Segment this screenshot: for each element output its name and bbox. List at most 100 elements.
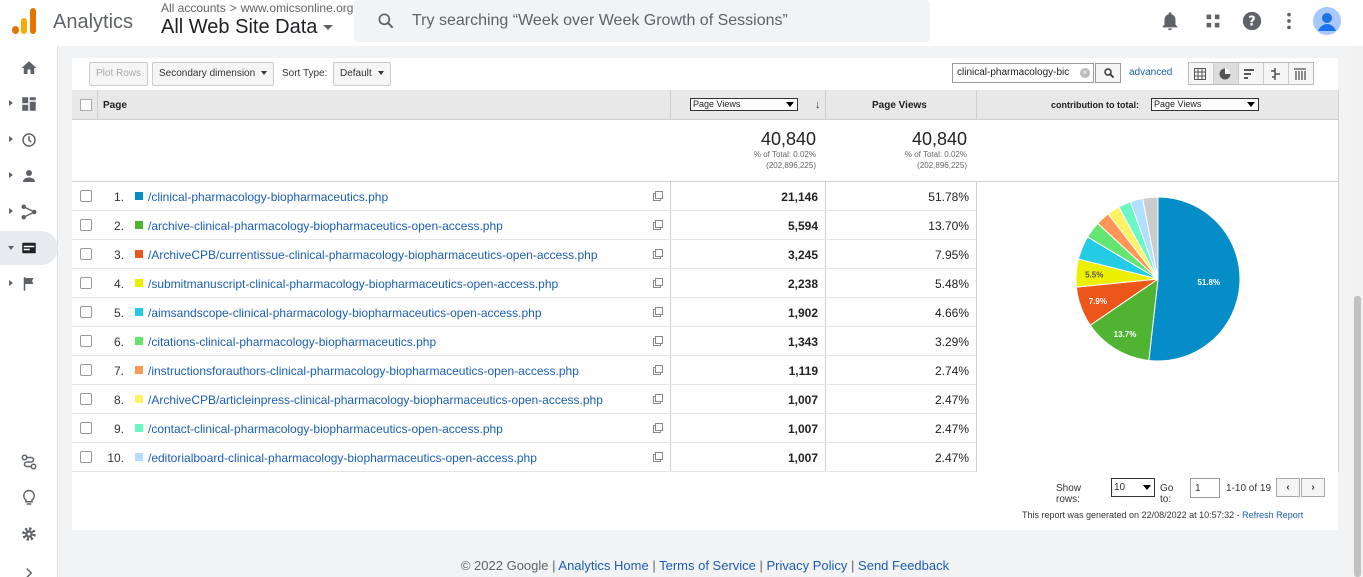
prev-page-button[interactable]: ‹	[1276, 478, 1300, 497]
nav-conversions[interactable]	[0, 267, 58, 301]
sort-type-dropdown[interactable]: Default	[333, 62, 391, 86]
row-checkbox[interactable]	[80, 364, 92, 376]
metric-select[interactable]: Page Views	[690, 98, 798, 111]
privacy-link[interactable]: Privacy Policy	[766, 558, 848, 573]
row-checkbox[interactable]	[80, 306, 92, 318]
page-path-link[interactable]: /citations-clinical-pharmacology-biophar…	[148, 335, 437, 349]
row-checkbox[interactable]	[80, 248, 92, 260]
page-path-link[interactable]: /ArchiveCPB/currentissue-clinical-pharma…	[148, 248, 598, 262]
table-header: Page Page Views ↓ Page Views contributio…	[72, 90, 1339, 472]
total-value: 40,840	[760, 129, 816, 149]
page-path-link[interactable]: /editorialboard-clinical-pharmacology-bi…	[148, 451, 537, 465]
open-page-icon[interactable]	[653, 452, 663, 462]
page-path-link[interactable]: /ArchiveCPB/articleinpress-clinical-phar…	[148, 393, 603, 407]
page-path-link[interactable]: /aimsandscope-clinical-pharmacology-biop…	[148, 306, 542, 320]
analytics-home-link[interactable]: Analytics Home	[558, 558, 649, 573]
page-path-link[interactable]: /clinical-pharmacology-biopharmaceutics.…	[148, 190, 389, 204]
row-checkbox[interactable]	[80, 277, 92, 289]
open-page-icon[interactable]	[653, 220, 663, 230]
dashboard-icon	[22, 97, 36, 111]
page-path-link[interactable]: /archive-clinical-pharmacology-biopharma…	[148, 219, 503, 233]
clear-icon[interactable]: ×	[1080, 68, 1090, 78]
row-checkbox[interactable]	[80, 451, 92, 463]
pie-data-label: 13.7%	[1114, 330, 1137, 339]
avatar[interactable]	[1313, 7, 1341, 35]
row-checkbox[interactable]	[80, 335, 92, 347]
analytics-logo-icon[interactable]	[12, 8, 36, 34]
nav-behavior[interactable]	[0, 231, 58, 265]
open-page-icon[interactable]	[653, 365, 663, 375]
nav-acquisition[interactable]	[0, 195, 58, 229]
collapse-arrow-icon	[8, 246, 14, 250]
row-checkbox[interactable]	[80, 393, 92, 405]
search-bar[interactable]: Try searching “Week over Week Growth of …	[354, 0, 930, 42]
chevron-down-icon	[1247, 102, 1255, 107]
row-number: 2.	[113, 219, 124, 233]
contribution-select[interactable]: Page Views	[1151, 98, 1259, 111]
sort-desc-icon[interactable]: ↓	[815, 99, 821, 111]
page-path-link[interactable]: /contact-clinical-pharmacology-biopharma…	[148, 422, 503, 436]
open-page-icon[interactable]	[653, 249, 663, 259]
open-page-icon[interactable]	[653, 394, 663, 404]
pie-slice[interactable]	[1148, 196, 1241, 362]
next-page-button[interactable]: ›	[1301, 478, 1325, 497]
help-icon[interactable]: ?	[1241, 10, 1263, 32]
nav-attribution[interactable]	[0, 445, 58, 479]
show-rows-select[interactable]: 10	[1111, 478, 1155, 497]
nav-customization[interactable]	[0, 87, 58, 121]
nav-realtime[interactable]	[0, 123, 58, 157]
page-path-link[interactable]: /instructionsforauthors-clinical-pharmac…	[148, 364, 579, 378]
table-filter-input[interactable]: clinical-pharmacology-bic ×	[952, 63, 1094, 83]
contribution-pct: 7.95%	[934, 248, 969, 262]
terms-link[interactable]: Terms of Service	[659, 558, 756, 573]
pageviews-value: 1,343	[787, 335, 818, 349]
page-scrollbar[interactable]	[1352, 46, 1363, 577]
pie-slice[interactable]	[1089, 277, 1159, 362]
notifications-bell-icon[interactable]	[1159, 10, 1181, 32]
performance-view-icon[interactable]	[1239, 63, 1264, 84]
nav-discover[interactable]	[0, 481, 58, 515]
nav-expand[interactable]	[0, 556, 58, 577]
filter-search-button[interactable]	[1095, 63, 1121, 83]
select-all-checkbox[interactable]	[80, 99, 92, 111]
nav-home[interactable]	[0, 51, 58, 85]
pie-slice[interactable]	[1142, 196, 1159, 280]
send-feedback-link[interactable]: Send Feedback	[858, 558, 950, 573]
row-checkbox[interactable]	[80, 219, 92, 231]
scrollbar-thumb[interactable]	[1354, 296, 1361, 577]
refresh-report-link[interactable]: Refresh Report	[1242, 510, 1304, 520]
pivot-view-icon[interactable]	[1289, 63, 1313, 84]
flag-icon	[23, 277, 34, 291]
open-page-icon[interactable]	[653, 423, 663, 433]
page-path-link[interactable]: /submitmanuscript-clinical-pharmacology-…	[148, 277, 559, 291]
secondary-dimension-dropdown[interactable]: Secondary dimension	[152, 62, 275, 86]
col-page-header[interactable]: Page	[103, 100, 127, 111]
nav-audience[interactable]	[0, 159, 58, 193]
open-page-icon[interactable]	[653, 307, 663, 317]
report-card: Plot Rows Secondary dimension Sort Type:…	[72, 58, 1339, 530]
total-pct: % of Total: 0.02%	[904, 150, 967, 159]
contribution-select-value: Page Views	[1154, 99, 1202, 109]
plot-rows-button[interactable]: Plot Rows	[89, 62, 149, 86]
apps-grid-icon[interactable]	[1202, 10, 1224, 32]
row-number: 5.	[113, 306, 124, 320]
row-checkbox[interactable]	[80, 422, 92, 434]
more-vert-icon[interactable]	[1278, 10, 1300, 32]
account-breadcrumb[interactable]: All accounts > www.omicsonline.org	[161, 1, 354, 15]
pageviews-value: 1,007	[787, 451, 818, 465]
pie-view-icon[interactable]	[1214, 63, 1239, 84]
view-selector[interactable]: All Web Site Data	[161, 16, 334, 39]
open-page-icon[interactable]	[653, 278, 663, 288]
table-view-icon[interactable]	[1189, 63, 1214, 84]
row-checkbox[interactable]	[80, 190, 92, 202]
col-pageviews-header[interactable]: Page Views	[872, 100, 927, 111]
open-page-icon[interactable]	[653, 191, 663, 201]
nav-admin[interactable]	[0, 517, 58, 551]
row-number: 1.	[113, 190, 124, 204]
acquisition-icon	[21, 204, 37, 220]
goto-input[interactable]: 1	[1190, 478, 1220, 498]
open-page-icon[interactable]	[653, 336, 663, 346]
comparison-view-icon[interactable]	[1264, 63, 1289, 84]
gear-icon	[22, 527, 36, 541]
advanced-filter-link[interactable]: advanced	[1129, 67, 1173, 78]
